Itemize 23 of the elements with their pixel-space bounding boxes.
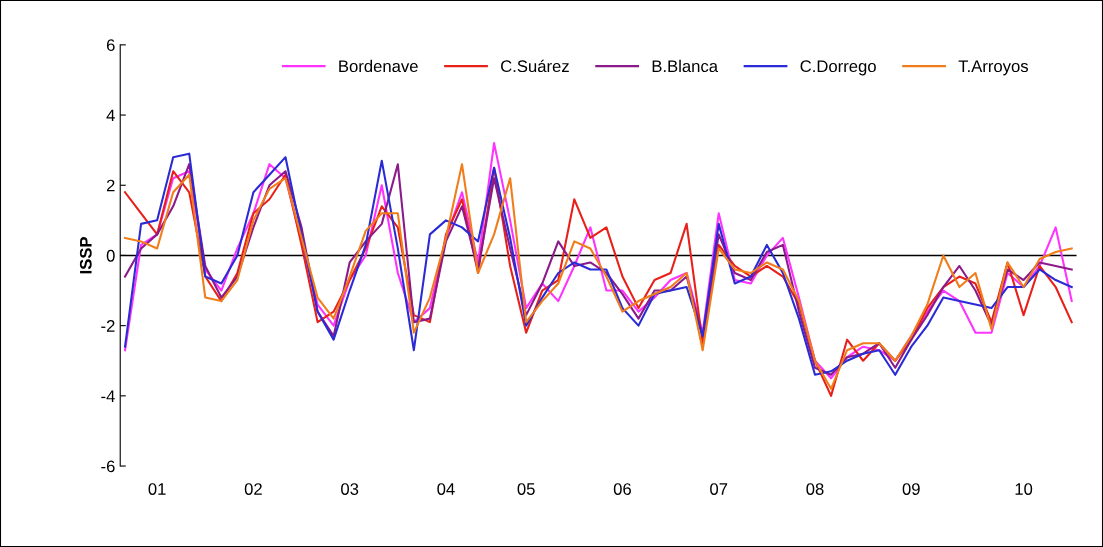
x-tick-label: 10 — [1015, 483, 1033, 495]
legend-label: T.Arroyos — [958, 60, 1029, 76]
x-tick-label: 08 — [806, 483, 824, 495]
y-tick-label: -6 — [101, 460, 115, 473]
x-tick-label: 02 — [244, 483, 262, 495]
y-tick-label: -4 — [101, 390, 115, 402]
x-tick-label: 04 — [437, 483, 455, 495]
x-tick-label: 03 — [341, 483, 359, 495]
legend-label: C.Suárez — [501, 59, 569, 73]
x-tick-label: 07 — [710, 483, 728, 495]
y-tick-label: 6 — [106, 39, 115, 52]
x-tick-label: 06 — [613, 483, 631, 495]
legend-label: B.Blanca — [652, 59, 719, 73]
legend-label: Bordenave — [339, 59, 418, 73]
legend-label: C.Dorrego — [800, 60, 876, 76]
y-tick-label: -2 — [101, 320, 115, 332]
y-axis-title: ISSP — [79, 237, 92, 274]
y-tick-label: 4 — [106, 109, 115, 122]
y-tick-label: 0 — [106, 249, 115, 262]
x-tick-label: 05 — [517, 483, 535, 495]
y-tick-label: 2 — [106, 179, 115, 192]
x-tick-label: 01 — [148, 483, 166, 495]
x-tick-label: 09 — [902, 483, 920, 495]
